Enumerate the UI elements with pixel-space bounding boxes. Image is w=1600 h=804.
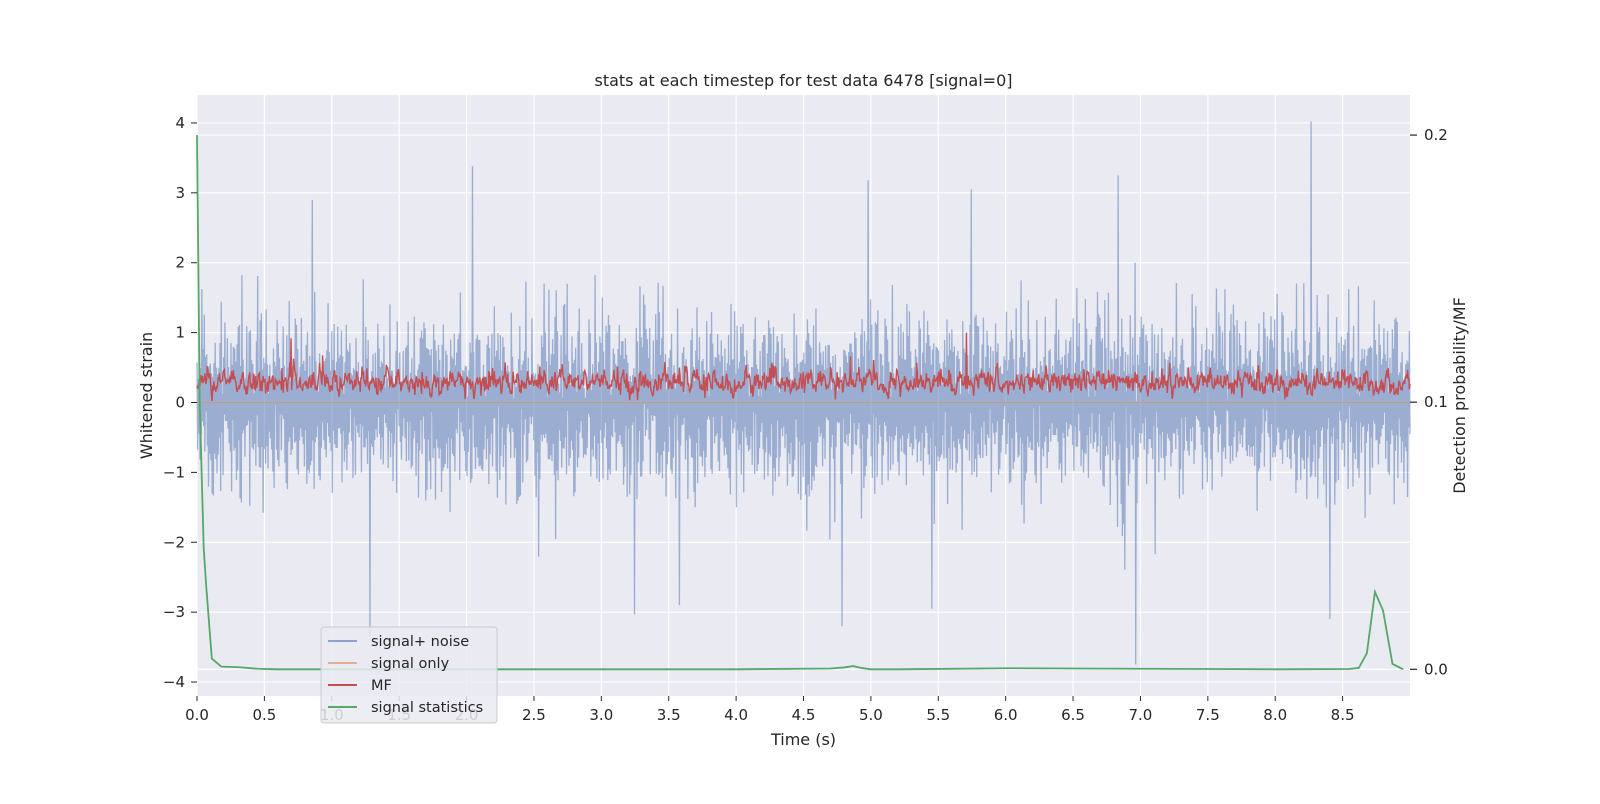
legend: signal+ noise signal only MF signal stat…: [320, 626, 498, 724]
y-tick-label: −2: [163, 533, 185, 551]
legend-label-mf: MF: [371, 678, 392, 694]
legend-item-signal-statistics: signal statistics: [328, 700, 483, 716]
x-tick-label: 7.0: [1129, 706, 1153, 724]
legend-item-signal-noise: signal+ noise: [328, 634, 469, 650]
y-tick-label: −1: [163, 463, 185, 481]
chart-title: stats at each timestep for test data 647…: [594, 71, 1012, 90]
x-tick-label: 8.0: [1263, 706, 1287, 724]
x-tick-label: 3.5: [657, 706, 681, 724]
x-tick-label: 8.5: [1331, 706, 1355, 724]
y-tick-label: 4: [175, 114, 185, 132]
legend-item-mf: MF: [328, 678, 392, 694]
y2-tick-label: 0.1: [1424, 393, 1448, 411]
x-tick-label: 2.5: [522, 706, 546, 724]
y-tick-label: −4: [163, 673, 185, 691]
x-tick-label: 7.5: [1196, 706, 1220, 724]
y-tick-label: 1: [175, 324, 185, 342]
x-tick-label: 3.0: [589, 706, 613, 724]
y2-tick-label: 0.0: [1424, 660, 1448, 678]
x-tick-label: 5.0: [859, 706, 883, 724]
y2-axis-label: Detection probability/MF: [1450, 297, 1469, 494]
y-tick-label: −3: [163, 603, 185, 621]
x-tick-label: 0.5: [252, 706, 276, 724]
x-tick-label: 4.5: [792, 706, 816, 724]
x-tick-label: 4.0: [724, 706, 748, 724]
y-tick-label: 0: [175, 393, 185, 411]
series-line-mf: [196, 332, 1411, 402]
y2-tick-label: 0.2: [1424, 126, 1448, 144]
legend-box: [320, 626, 498, 724]
x-axis-label: Time (s): [770, 730, 836, 749]
legend-label-signal-only: signal only: [371, 656, 450, 672]
legend-item-signal-only: signal only: [328, 656, 450, 672]
series-line-signal-statistics: [196, 135, 1404, 671]
series-layer: [196, 121, 1411, 671]
y-axis-label: Whitened strain: [137, 332, 156, 459]
legend-label-signal-noise: signal+ noise: [371, 634, 469, 650]
y-tick-label: 3: [175, 184, 185, 202]
legend-label-signal-statistics: signal statistics: [371, 700, 483, 716]
x-tick-label: 6.0: [994, 706, 1018, 724]
x-tick-label: 5.5: [926, 706, 950, 724]
x-tick-label: 0.0: [185, 706, 209, 724]
x-tick-label: 6.5: [1061, 706, 1085, 724]
y-tick-label: 2: [175, 254, 185, 272]
